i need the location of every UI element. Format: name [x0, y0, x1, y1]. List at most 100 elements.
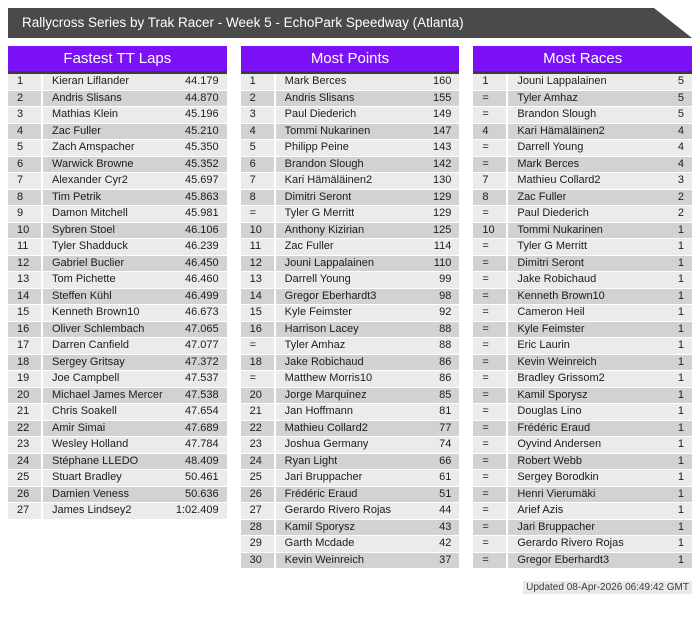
table-row: = Frédéric Eraud 1 [473, 420, 693, 436]
rank-cell: 17 [8, 338, 41, 354]
row-body: Bradley Grissom2 1 [508, 371, 693, 387]
row-value: 143 [432, 141, 452, 153]
driver-name: Frédéric Eraud [517, 421, 591, 434]
driver-name: Mathieu Collard2 [284, 421, 368, 434]
row-body: Jake Robichaud 86 [275, 354, 460, 370]
row-body: Cameron Heil 1 [508, 305, 693, 321]
table-row: = Mark Berces 4 [473, 156, 693, 172]
row-value: 2 [677, 207, 685, 219]
driver-name: Stuart Bradley [52, 471, 122, 483]
table-row: 7 Mathieu Collard2 3 [473, 173, 693, 189]
row-value: 74 [439, 438, 452, 450]
row-value: 149 [432, 108, 452, 120]
table-row: 10 Tommi Nukarinen 1 [473, 222, 693, 238]
table-row: 21 Jan Hoffmann 81 [240, 404, 460, 420]
row-value: 1 [677, 322, 685, 335]
rank-cell: = [473, 338, 507, 354]
rank-cell: = [473, 437, 507, 453]
rank-cell: 20 [240, 387, 274, 403]
table-row: 13 Tom Pichette 46.460 [8, 272, 227, 288]
row-value: 46.450 [185, 256, 219, 269]
driver-name: Joshua Germany [284, 438, 369, 450]
leaderboard-page: Rallycross Series by Trak Racer - Week 5… [8, 0, 693, 594]
driver-name: Zach Amspacher [52, 141, 135, 153]
driver-name: Kieran Liflander [52, 75, 130, 87]
row-body: Darren Canfield 47.077 [43, 338, 227, 354]
row-body: Douglas Lino 1 [508, 404, 693, 420]
driver-name: Frédéric Eraud [284, 487, 358, 500]
table-row: 6 Warwick Browne 45.352 [8, 156, 227, 172]
table-row: 4 Zac Fuller 45.210 [8, 123, 227, 139]
rank-cell: 8 [240, 189, 274, 205]
rank-cell: 4 [240, 123, 274, 139]
row-body: Philipp Peine 143 [275, 140, 460, 156]
row-body: Jorge Marquinez 85 [275, 387, 460, 403]
driver-name: Joe Campbell [52, 372, 120, 384]
table-row: = Oyvind Andersen 1 [473, 437, 693, 453]
table-row: 12 Jouni Lappalainen 110 [240, 255, 460, 271]
row-value: 4 [677, 124, 685, 137]
row-value: 1 [677, 471, 685, 483]
row-body: Mark Berces 160 [275, 74, 460, 90]
page-title: Rallycross Series by Trak Racer - Week 5… [22, 15, 464, 30]
row-value: 44.870 [185, 91, 219, 104]
table-row: 26 Frédéric Eraud 51 [240, 486, 460, 502]
driver-name: Tommi Nukarinen [284, 124, 371, 137]
rank-cell: 9 [8, 206, 41, 222]
table-row: 4 Tommi Nukarinen 147 [240, 123, 460, 139]
row-value: 47.077 [185, 339, 219, 351]
rank-cell: 14 [8, 288, 41, 304]
rank-cell: 13 [240, 272, 274, 288]
table-row: 6 Brandon Slough 142 [240, 156, 460, 172]
driver-name: Michael James Mercer [52, 388, 163, 401]
row-value: 5 [677, 91, 685, 104]
rank-cell: 18 [8, 354, 41, 370]
row-value: 47.654 [185, 405, 219, 417]
rank-cell: 15 [8, 305, 41, 321]
rank-cell: = [473, 404, 507, 420]
row-value: 1 [677, 520, 685, 533]
row-body: Mathieu Collard2 77 [275, 420, 460, 436]
table-most-points: Most Points 1 Mark Berces 160 2 Andris Slisa… [240, 46, 460, 569]
table-row: 30 Kevin Weinreich 37 [240, 552, 460, 568]
table-title-fastest-tt-laps: Fastest TT Laps [8, 46, 227, 74]
driver-name: Darrell Young [517, 141, 584, 153]
rank-cell: = [473, 272, 507, 288]
rank-cell: = [473, 321, 507, 337]
table-row: 14 Gregor Eberhardt3 98 [240, 288, 460, 304]
rank-cell: = [473, 288, 507, 304]
table-row: 3 Mathias Klein 45.196 [8, 107, 227, 123]
row-body: Kari Hämäläinen2 4 [508, 123, 693, 139]
rank-cell: 15 [240, 305, 274, 321]
row-body: Jan Hoffmann 81 [275, 404, 460, 420]
driver-name: Steffen Kühl [52, 289, 112, 302]
table-row: 20 Michael James Mercer 47.538 [8, 387, 227, 403]
row-body: Mathias Klein 45.196 [43, 107, 227, 123]
row-body: Frédéric Eraud 1 [508, 420, 693, 436]
table-row: = Darrell Young 4 [473, 140, 693, 156]
table-row: = Bradley Grissom2 1 [473, 371, 693, 387]
row-body: Gerardo Rivero Rojas 44 [275, 503, 460, 519]
table-row: 5 Zach Amspacher 45.350 [8, 140, 227, 156]
table-row: = Kamil Sporysz 1 [473, 387, 693, 403]
row-value: 88 [439, 339, 452, 351]
row-body: Amir Simai 47.689 [43, 420, 227, 436]
driver-name: Zac Fuller [52, 124, 101, 137]
row-body: Gregor Eberhardt3 1 [508, 552, 693, 568]
rank-cell: = [473, 552, 507, 568]
row-body: Kenneth Brown10 1 [508, 288, 693, 304]
rank-cell: 7 [8, 173, 41, 189]
table-row: 5 Philipp Peine 143 [240, 140, 460, 156]
rank-cell: 3 [8, 107, 41, 123]
rank-cell: = [473, 470, 507, 486]
row-value: 47.689 [185, 421, 219, 434]
row-value: 1 [677, 438, 685, 450]
row-body: Jari Bruppacher 61 [275, 470, 460, 486]
row-body: Zac Fuller 114 [275, 239, 460, 255]
table-row: 22 Amir Simai 47.689 [8, 420, 227, 436]
rank-cell: 7 [473, 173, 507, 189]
driver-name: Douglas Lino [517, 405, 582, 417]
row-value: 1 [677, 405, 685, 417]
row-value: 45.350 [185, 141, 219, 153]
row-body: Eric Laurin 1 [508, 338, 693, 354]
